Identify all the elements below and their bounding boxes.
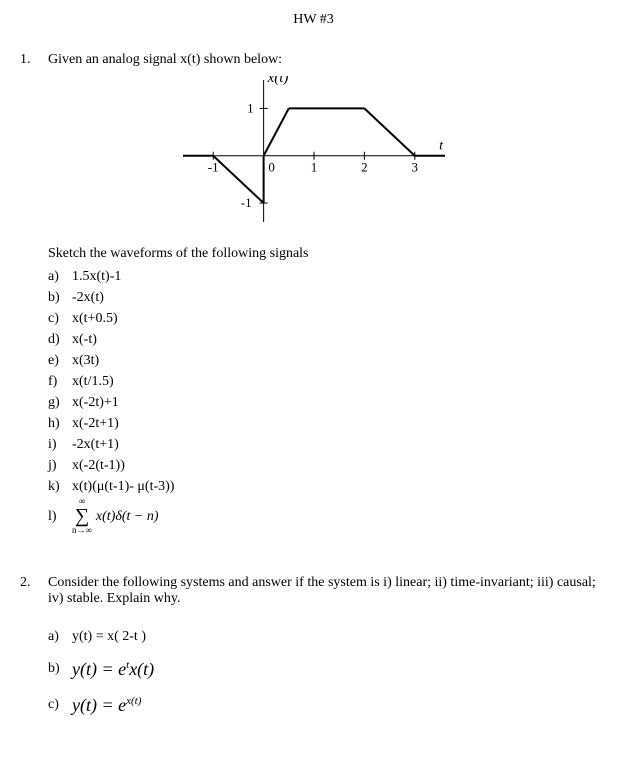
sub-letter: i) <box>48 434 64 455</box>
sublist-item: g) x(-2t)+1 <box>48 392 607 413</box>
svg-text:-1: -1 <box>207 160 218 175</box>
sub-letter: h) <box>48 413 64 434</box>
sublist-item: h) x(-2t+1) <box>48 413 607 434</box>
svg-text:-1: -1 <box>240 195 251 210</box>
sub-text: -2x(t) <box>72 287 104 308</box>
sub-letter: g) <box>48 392 64 413</box>
sub-letter: d) <box>48 329 64 350</box>
problem-1-intro: Given an analog signal x(t) shown below: <box>48 52 607 68</box>
sub-text: -2x(t+1) <box>72 434 119 455</box>
sub-text: x(-2t+1) <box>72 413 119 434</box>
sublist-item: f) x(t/1.5) <box>48 371 607 392</box>
sub-letter: j) <box>48 455 64 476</box>
sub-text: x(t)(μ(t-1)- μ(t-3)) <box>72 476 174 497</box>
sub-letter: l) <box>48 506 64 527</box>
sub-text: x(-2(t-1)) <box>72 455 125 476</box>
problem-2b-eq: y(t) = etx(t) <box>72 651 154 687</box>
problem-1-instruction: Sketch the waveforms of the following si… <box>48 246 607 262</box>
sublist-item-l: l) ∞∑n→∞x(t)δ(t − n) <box>48 497 607 535</box>
sublist-item: d) x(-t) <box>48 329 607 350</box>
problem-1-number: 1. <box>20 52 38 68</box>
problem-2-number: 2. <box>20 575 38 591</box>
sub-letter: e) <box>48 350 64 371</box>
sublist-item: k) x(t)(μ(t-1)- μ(t-3)) <box>48 476 607 497</box>
sublist-item: a) 1.5x(t)-1 <box>48 266 607 287</box>
sub-text: x(-t) <box>72 329 97 350</box>
sub-text: x(t+0.5) <box>72 308 118 329</box>
problem-2c: c) y(t) = ex(t) <box>48 687 607 723</box>
problem-1-sublist: a) 1.5x(t)-1 b) -2x(t) c) x(t+0.5) d) x(-t) e) x(… <box>48 266 607 535</box>
svg-text:x(t): x(t) <box>266 76 288 86</box>
sublist-item: e) x(3t) <box>48 350 607 371</box>
problem-2a: a) y(t) = x( 2-t ) <box>48 623 607 651</box>
sub-letter: c) <box>48 691 64 719</box>
sublist-item: j) x(-2(t-1)) <box>48 455 607 476</box>
svg-text:0: 0 <box>268 160 275 175</box>
svg-text:t: t <box>439 139 444 154</box>
page-title: HW #3 <box>20 12 607 28</box>
svg-text:2: 2 <box>361 160 368 175</box>
sub-text: x(3t) <box>72 350 99 371</box>
sublist-item: i) -2x(t+1) <box>48 434 607 455</box>
sub-letter: k) <box>48 476 64 497</box>
sub-text: 1.5x(t)-1 <box>72 266 121 287</box>
sub-letter: b) <box>48 655 64 683</box>
svg-text:3: 3 <box>411 160 418 175</box>
signal-graph: -1 0 1 2 3 -1 1 x(t) t <box>179 76 449 226</box>
problem-1: 1. Given an analog signal x(t) shown bel… <box>20 52 607 535</box>
sub-text: x(-2t)+1 <box>72 392 119 413</box>
sub-letter: a) <box>48 623 64 651</box>
problem-2: 2. Consider the following systems and an… <box>20 575 607 723</box>
svg-text:1: 1 <box>310 160 317 175</box>
sublist-item: c) x(t+0.5) <box>48 308 607 329</box>
sub-letter: b) <box>48 287 64 308</box>
sub-letter: c) <box>48 308 64 329</box>
problem-2-intro: Consider the following systems and answe… <box>48 575 607 607</box>
sublist-item: b) -2x(t) <box>48 287 607 308</box>
problem-2a-eq: y(t) = x( 2-t ) <box>72 623 146 651</box>
summation-expr: ∞∑n→∞x(t)δ(t − n) <box>72 497 159 535</box>
sub-text: x(t/1.5) <box>72 371 114 392</box>
problem-2c-eq: y(t) = ex(t) <box>72 687 141 723</box>
svg-text:1: 1 <box>247 100 254 115</box>
problem-2b: b) y(t) = etx(t) <box>48 651 607 687</box>
sub-letter: f) <box>48 371 64 392</box>
sub-letter: a) <box>48 266 64 287</box>
